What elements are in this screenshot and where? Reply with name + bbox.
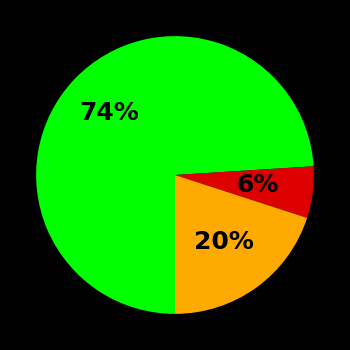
Wedge shape xyxy=(175,175,307,314)
Text: 20%: 20% xyxy=(194,230,254,254)
Wedge shape xyxy=(36,36,314,314)
Text: 6%: 6% xyxy=(237,174,279,197)
Text: 74%: 74% xyxy=(79,101,139,125)
Wedge shape xyxy=(175,166,314,218)
